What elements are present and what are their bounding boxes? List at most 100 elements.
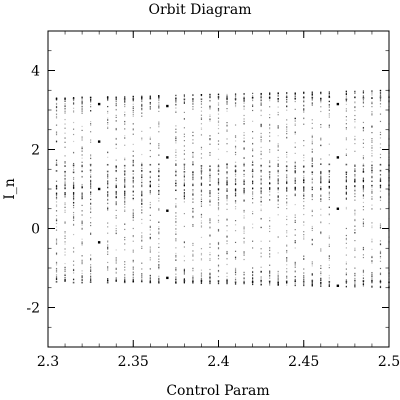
orbit-point	[200, 216, 203, 218]
orbit-point	[345, 285, 347, 287]
orbit-point	[303, 187, 305, 190]
orbit-point	[107, 151, 109, 154]
orbit-point	[209, 154, 211, 156]
orbit-point	[72, 251, 75, 253]
orbit-point	[115, 143, 117, 145]
orbit-point	[141, 100, 143, 103]
orbit-point	[200, 128, 203, 130]
orbit-point	[379, 180, 382, 182]
orbit-point	[158, 228, 160, 230]
orbit-point	[209, 275, 211, 277]
orbit-point	[132, 211, 134, 214]
orbit-point	[371, 208, 373, 210]
orbit-point	[72, 264, 75, 266]
orbit-point	[328, 282, 330, 284]
orbit-point	[175, 215, 177, 217]
orbit-point	[311, 93, 313, 95]
orbit-point	[192, 193, 194, 195]
orbit-point	[311, 163, 313, 165]
orbit-point	[379, 92, 382, 94]
orbit-point	[115, 193, 117, 196]
orbit-point	[141, 175, 143, 177]
orbit-point	[277, 114, 279, 116]
orbit-point	[286, 235, 288, 237]
orbit-point	[379, 224, 382, 226]
orbit-point	[55, 271, 58, 273]
orbit-point	[328, 196, 330, 199]
orbit-point	[252, 161, 254, 164]
orbit-point	[362, 189, 365, 191]
orbit-point	[371, 180, 373, 182]
orbit-point	[328, 255, 330, 258]
orbit-point	[285, 165, 288, 168]
orbit-point	[124, 174, 126, 176]
orbit-point	[141, 107, 143, 110]
orbit-point	[115, 138, 117, 140]
orbit-point	[226, 195, 228, 197]
orbit-point	[55, 192, 58, 194]
orbit-point	[149, 274, 151, 277]
orbit-point	[192, 282, 194, 284]
orbit-point	[362, 178, 365, 180]
orbit-point	[286, 270, 288, 273]
orbit-point	[252, 213, 254, 215]
orbit-point	[311, 148, 313, 150]
orbit-point	[217, 168, 220, 170]
orbit-point	[217, 281, 220, 283]
orbit-point	[72, 101, 75, 104]
orbit-point	[200, 193, 203, 196]
orbit-point	[115, 192, 117, 195]
orbit-point	[226, 195, 228, 197]
orbit-point	[149, 275, 151, 277]
orbit-point	[379, 226, 382, 229]
orbit-point	[320, 93, 322, 95]
orbit-point	[362, 283, 365, 285]
orbit-point	[311, 186, 313, 189]
orbit-point	[200, 282, 203, 284]
orbit-point	[277, 92, 279, 94]
orbit-point	[286, 136, 288, 138]
orbit-point	[107, 251, 109, 253]
orbit-point	[107, 110, 109, 113]
orbit-point	[269, 92, 271, 94]
orbit-point	[328, 283, 330, 285]
orbit-point	[354, 279, 356, 282]
orbit-point	[90, 280, 92, 282]
orbit-point	[81, 228, 83, 230]
orbit-point	[124, 137, 126, 139]
orbit-point	[294, 221, 296, 223]
orbit-point	[192, 244, 194, 246]
orbit-point	[90, 98, 92, 101]
orbit-point	[81, 255, 83, 257]
orbit-point	[200, 273, 203, 275]
orbit-point	[362, 185, 365, 188]
orbit-point	[175, 281, 177, 283]
orbit-point	[362, 187, 365, 189]
orbit-point	[90, 187, 92, 189]
orbit-point	[328, 91, 330, 93]
orbit-point	[158, 251, 160, 254]
orbit-point	[115, 109, 117, 111]
orbit-point	[303, 277, 305, 280]
orbit-point	[320, 102, 322, 104]
orbit-point	[286, 161, 288, 163]
orbit-point	[124, 192, 126, 194]
orbit-point	[200, 167, 203, 169]
orbit-point	[72, 196, 75, 198]
orbit-point	[345, 92, 347, 95]
orbit-point	[320, 200, 322, 202]
orbit-point	[252, 180, 254, 182]
orbit-point	[200, 94, 203, 96]
orbit-point	[149, 236, 151, 239]
orbit-point	[141, 237, 143, 239]
orbit-point	[320, 177, 322, 179]
orbit-point	[345, 137, 347, 139]
orbit-point	[260, 175, 262, 177]
orbit-point	[64, 204, 66, 206]
orbit-point	[371, 140, 373, 142]
orbit-point	[141, 153, 143, 156]
orbit-point	[115, 249, 117, 251]
orbit-point	[217, 113, 220, 115]
orbit-point	[132, 128, 134, 130]
orbit-point	[311, 104, 313, 106]
